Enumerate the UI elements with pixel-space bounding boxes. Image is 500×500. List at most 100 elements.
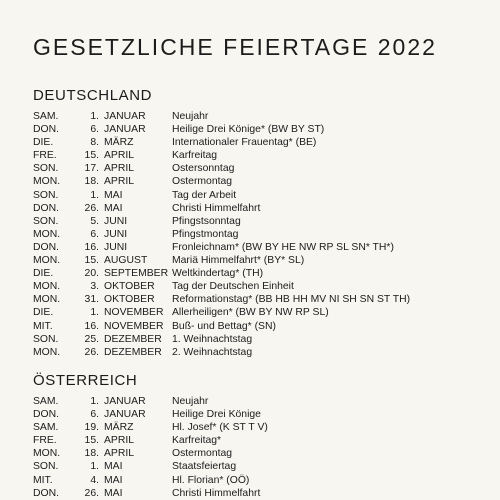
day-number-cell: 15. <box>84 435 99 447</box>
month-cell: MAI <box>104 487 123 499</box>
month-cell: JANUAR <box>104 396 146 407</box>
month-cell: APRIL <box>104 163 135 175</box>
day-number-cell: 20. <box>84 268 99 280</box>
weekday-cell: MON. <box>33 294 61 306</box>
day-number-cell: 1. <box>90 307 99 319</box>
month-cell: DEZEMBER <box>104 333 162 345</box>
holiday-name-cell: Hl. Florian* (OÖ) <box>172 474 250 486</box>
month-cell: JANUAR <box>104 409 146 421</box>
month-cell: SEPTEMBER <box>104 268 169 280</box>
holiday-name-cell: 1. Weihnachtstag <box>172 333 253 345</box>
day-number-cell: 4. <box>90 474 99 486</box>
holiday-name-cell: Fronleichnam* (BW BY HE NW RP SL SN* TH*… <box>172 241 394 253</box>
section-heading-deutschland: DEUTSCHLAND <box>33 87 153 104</box>
weekday-cell: MON. <box>33 281 61 293</box>
weekday-cell: DIE. <box>33 137 54 149</box>
weekday-cell: SON. <box>33 163 59 175</box>
holiday-row: DIE. 1. NOVEMBER Allerheiligen* (BW BY NW R… <box>33 306 493 319</box>
month-cell: OKTOBER <box>104 294 155 306</box>
holiday-name-cell: Ostermontag <box>172 176 233 188</box>
holiday-row: MON. 15. AUGUST Mariä Himmelfahrt* (BY* SL) <box>33 254 493 267</box>
day-number-cell: 5. <box>90 215 99 227</box>
month-cell: APRIL <box>104 150 135 162</box>
day-number-cell: 16. <box>84 241 99 253</box>
holiday-row: DON. 16. JUNI Fronleichnam* (BW BY HE NW RP… <box>33 241 493 254</box>
day-number-cell: 15. <box>84 150 99 162</box>
day-number-cell: 6. <box>90 124 99 136</box>
month-cell: JANUAR <box>104 124 146 136</box>
holiday-row: MIT. 16. NOVEMBER Buß- und Bettag* (SN) <box>33 320 493 333</box>
holiday-row: MON. 18. APRIL Ostermontag <box>33 175 493 188</box>
holiday-name-cell: Internationaler Frauentag* (BE) <box>172 137 317 149</box>
holiday-name-cell: Heilige Drei Könige* (BW BY ST) <box>172 124 325 136</box>
month-cell: MAI <box>104 189 123 201</box>
weekday-cell: MON. <box>33 448 61 460</box>
day-number-cell: 26. <box>84 202 99 214</box>
weekday-cell: FRE. <box>33 150 57 162</box>
weekday-cell: MON. <box>33 228 61 240</box>
holiday-name-cell: Ostersonntag <box>172 163 235 175</box>
day-number-cell: 6. <box>90 228 99 240</box>
day-number-cell: 26. <box>84 487 99 499</box>
holiday-row: SON. 5. JUNI Pfingstsonntag <box>33 215 493 228</box>
holiday-name-cell: Neujahr <box>172 111 209 122</box>
section-heading-oesterreich: ÖSTERREICH <box>33 372 138 389</box>
weekday-cell: DON. <box>33 409 59 421</box>
day-number-cell: 6. <box>90 409 99 421</box>
holiday-row: DON. 26. MAI Christi Himmelfahrt <box>33 487 493 500</box>
holiday-name-cell: Christi Himmelfahrt <box>172 487 261 499</box>
day-number-cell: 19. <box>84 422 99 434</box>
holiday-row: MON. 31. OKTOBER Reformationstag* (BB HB HH… <box>33 293 493 306</box>
holiday-name-cell: Hl. Josef* (K ST T V) <box>172 422 268 434</box>
holiday-row: DIE. 8. MÄRZ Internationaler Frauentag* (BE… <box>33 136 493 149</box>
month-cell: JUNI <box>104 241 128 253</box>
day-number-cell: 8. <box>90 137 99 149</box>
holiday-name-cell: Allerheiligen* (BW BY NW RP SL) <box>172 307 329 319</box>
holiday-name-cell: Ostermontag <box>172 448 233 460</box>
weekday-cell: MON. <box>33 176 61 188</box>
month-cell: APRIL <box>104 435 135 447</box>
holiday-table-oesterreich: SAM. 1. JANUAR Neujahr DON. 6. JANUAR Heilige D… <box>33 395 493 500</box>
weekday-cell: MON. <box>33 255 61 267</box>
month-cell: JUNI <box>104 228 128 240</box>
holiday-row: SAM. 19. MÄRZ Hl. Josef* (K ST T V) <box>33 421 493 434</box>
month-cell: MÄRZ <box>104 137 134 149</box>
holiday-row: MON. 18. APRIL Ostermontag <box>33 447 493 460</box>
holiday-name-cell: Pfingstsonntag <box>172 215 241 227</box>
month-cell: MAI <box>104 474 123 486</box>
page-title: GESETZLICHE FEIERTAGE 2022 <box>33 34 437 60</box>
month-cell: MAI <box>104 461 123 473</box>
weekday-cell: SAM. <box>33 396 59 407</box>
holiday-row: MON. 26. DEZEMBER 2. Weihnachtstag <box>33 346 493 359</box>
weekday-cell: DON. <box>33 241 59 253</box>
month-cell: OKTOBER <box>104 281 155 293</box>
month-cell: AUGUST <box>104 255 148 267</box>
holiday-name-cell: Weltkindertag* (TH) <box>172 268 264 280</box>
holiday-name-cell: Neujahr <box>172 396 209 407</box>
holiday-row: DON. 26. MAI Christi Himmelfahrt <box>33 202 493 215</box>
month-cell: APRIL <box>104 448 135 460</box>
holiday-name-cell: 2. Weihnachtstag <box>172 346 253 358</box>
day-number-cell: 3. <box>90 281 99 293</box>
day-number-cell: 1. <box>90 189 99 201</box>
weekday-cell: MIT. <box>33 474 53 486</box>
day-number-cell: 1. <box>90 111 99 122</box>
holiday-row: DON. 6. JANUAR Heilige Drei Könige* (BW BY … <box>33 123 493 136</box>
holiday-name-cell: Reformationstag* (BB HB HH MV NI SH SN S… <box>172 294 411 306</box>
weekday-cell: SAM. <box>33 422 59 434</box>
day-number-cell: 1. <box>90 461 99 473</box>
month-cell: JANUAR <box>104 111 146 122</box>
weekday-cell: SON. <box>33 189 59 201</box>
weekday-cell: DON. <box>33 202 59 214</box>
holiday-name-cell: Christi Himmelfahrt <box>172 202 261 214</box>
holiday-row: SAM. 1. JANUAR Neujahr <box>33 395 493 408</box>
day-number-cell: 15. <box>84 255 99 267</box>
holiday-table-deutschland: SAM. 1. JANUAR Neujahr DON. 6. JANUAR Heilige D… <box>33 110 493 359</box>
holiday-row: MIT. 4. MAI Hl. Florian* (OÖ) <box>33 474 493 487</box>
month-cell: APRIL <box>104 176 135 188</box>
weekday-cell: SON. <box>33 215 59 227</box>
weekday-cell: MON. <box>33 346 61 358</box>
holiday-name-cell: Tag der Arbeit <box>172 189 237 201</box>
weekday-cell: SAM. <box>33 111 59 122</box>
month-cell: MÄRZ <box>104 422 134 434</box>
